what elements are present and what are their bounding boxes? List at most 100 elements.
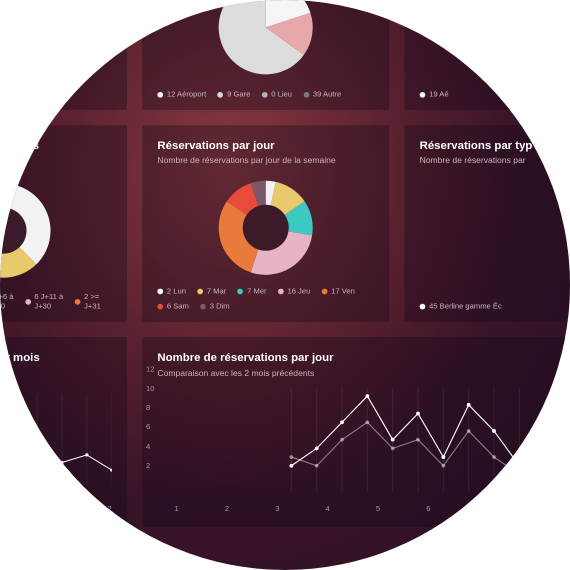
x-tick-label: 7 <box>477 506 481 514</box>
legend-dot <box>25 299 31 305</box>
card-title: Nombre de réservations par jour <box>157 351 570 365</box>
legend: 12 Aéroport 9 Gare 0 Lieu 39 Autre <box>157 91 374 99</box>
card-subtitle: Nombre de réservations par jour de la se… <box>157 156 374 166</box>
legend: 1061 Étape 167 Étape 261 Abouti <box>0 91 112 99</box>
legend-label: 39 Autre <box>313 91 341 99</box>
legend-dot <box>157 289 163 295</box>
card-depart-reservations: Départ des réservations Type de départ d… <box>142 0 389 110</box>
card-title: ai de prise de réservations <box>0 139 112 153</box>
legend-label: 0 Lieu <box>271 91 292 99</box>
x-tick-label: 3 <box>275 506 279 514</box>
legend-item: 2 Lun <box>157 288 186 296</box>
legend-label: 1 J+6 à <box>0 294 13 302</box>
pie-chart <box>157 0 374 83</box>
line-chart <box>0 388 112 502</box>
dashboard-viewport: 1061 Étape 167 Étape 261 Abouti Départ d… <box>0 0 570 570</box>
y-tick-label: 4 <box>146 443 154 451</box>
line-chart <box>175 388 570 502</box>
legend-dot <box>157 304 163 310</box>
donut-chart <box>157 176 374 281</box>
legend-dot <box>197 289 203 295</box>
card-reservations-type: Réservations par typ Nombre de réservati… <box>404 125 570 322</box>
legend-item: 19 Aé <box>420 91 449 99</box>
legend-item: 0 Lieu <box>262 91 292 99</box>
legend-label: 2 >= <box>84 294 101 302</box>
y-tick-label: 8 <box>146 404 154 412</box>
x-tick-label: 9 <box>27 506 31 514</box>
legend-label: 6 Sam <box>167 303 189 311</box>
legend-dot <box>200 304 206 310</box>
legend-dot <box>278 289 284 295</box>
y-tick-label: 12 <box>146 366 154 374</box>
legend-item: 9 Gare <box>218 91 251 99</box>
x-axis: 456789101112 <box>0 506 112 514</box>
legend-sublabel: J+30 <box>34 303 63 311</box>
legend-dot <box>19 92 25 98</box>
donut-chart <box>420 176 570 296</box>
legend-item: 39 Autre <box>303 91 341 99</box>
legend-label: 19 Aé <box>429 91 448 99</box>
legend-item: 16 Jeu <box>278 288 310 296</box>
card-subtitle: ombre de jours jusqu'à la course <box>0 156 112 166</box>
legend-item: 7 Mer <box>238 288 267 296</box>
legend-label: 3 Dim <box>210 303 230 311</box>
x-axis: 12345678910 <box>175 506 570 514</box>
legend-item: 3 Dim <box>200 303 229 311</box>
legend-sublabel: J+31 <box>84 303 101 311</box>
card-title: Réservations par jour <box>157 139 374 153</box>
legend-label: 7 Mar <box>207 288 226 296</box>
legend-dot <box>238 289 244 295</box>
legend-label: 2 Lun <box>167 288 186 296</box>
legend-item: 67 Étape 2 <box>0 91 8 99</box>
x-tick-label: 11 <box>77 506 85 514</box>
legend-item: 17 Ven <box>322 288 355 296</box>
legend-item: 6 Sam <box>157 303 188 311</box>
y-tick-label: 2 <box>146 463 154 471</box>
legend-dot <box>157 92 163 98</box>
x-tick-label: 8 <box>4 506 8 514</box>
legend-label: 12 Aéroport <box>167 91 206 99</box>
x-tick-label: 8 <box>527 506 531 514</box>
x-tick-label: 10 <box>50 506 58 514</box>
legend: 2 Lun 7 Mar 7 Mer 16 Jeu 17 Ven 6 Sam 3 Dim <box>157 288 374 311</box>
y-axis: 12108642 <box>146 366 154 470</box>
card-reservations-jour: Réservations par jour Nombre de réservat… <box>142 125 389 322</box>
x-tick-label: 1 <box>175 506 179 514</box>
y-tick-label: 10 <box>146 385 154 393</box>
card-grid: 1061 Étape 167 Étape 261 Abouti Départ d… <box>0 0 570 527</box>
card-top-right: 19 Aé <box>404 0 570 110</box>
legend-label: 9 Gare <box>227 91 250 99</box>
card-subtitle: Comparaison avec les 2 mois précédents <box>157 368 570 378</box>
legend-label: 61 Abouti <box>28 91 60 99</box>
legend-label: 17 Ven <box>331 288 355 296</box>
legend-dot <box>75 299 81 305</box>
legend-label: 45 Berline gamme Éc <box>429 303 502 311</box>
legend-dot <box>420 304 426 310</box>
legend-dot <box>322 289 328 295</box>
legend: 45 Berline gamme Éc <box>420 303 570 311</box>
x-tick-label: 4 <box>326 506 330 514</box>
card-title: Réservations par typ <box>420 139 570 153</box>
legend-item: 2 >=J+31 <box>75 294 101 311</box>
legend-label: 7 Mer <box>247 288 266 296</box>
x-tick-label: 12 <box>103 506 111 514</box>
legend-label: 6 J+11 à <box>34 294 63 302</box>
pie-chart <box>0 0 112 83</box>
legend-label: 16 Jeu <box>287 288 310 296</box>
donut-chart <box>0 176 112 286</box>
legend-item: 45 Berline gamme Éc <box>420 303 502 311</box>
legend: 20J+124 J+2 àJ+51 J+6 àJ+106 J+11 àJ+302… <box>0 294 112 311</box>
x-tick-label: 6 <box>426 506 430 514</box>
card-reservations-jour-compare: Nombre de réservations par jour Comparai… <box>142 337 570 527</box>
legend-dot <box>218 92 224 98</box>
card-reservations-mois: e de réservations par mois vec les 2 ann… <box>0 337 127 527</box>
legend-item: 7 Mar <box>197 288 226 296</box>
legend-item: 1 J+6 àJ+10 <box>0 294 13 311</box>
legend-label: 67 Étape 2 <box>0 91 8 99</box>
legend-item: 61 Abouti <box>19 91 60 99</box>
legend-item: 6 J+11 àJ+30 <box>25 294 63 311</box>
x-tick-label: 2 <box>225 506 229 514</box>
card-subtitle: vec les 2 années précédentes <box>0 368 112 378</box>
legend: 19 Aé <box>420 91 570 99</box>
card-top-left: 1061 Étape 167 Étape 261 Abouti <box>0 0 127 110</box>
